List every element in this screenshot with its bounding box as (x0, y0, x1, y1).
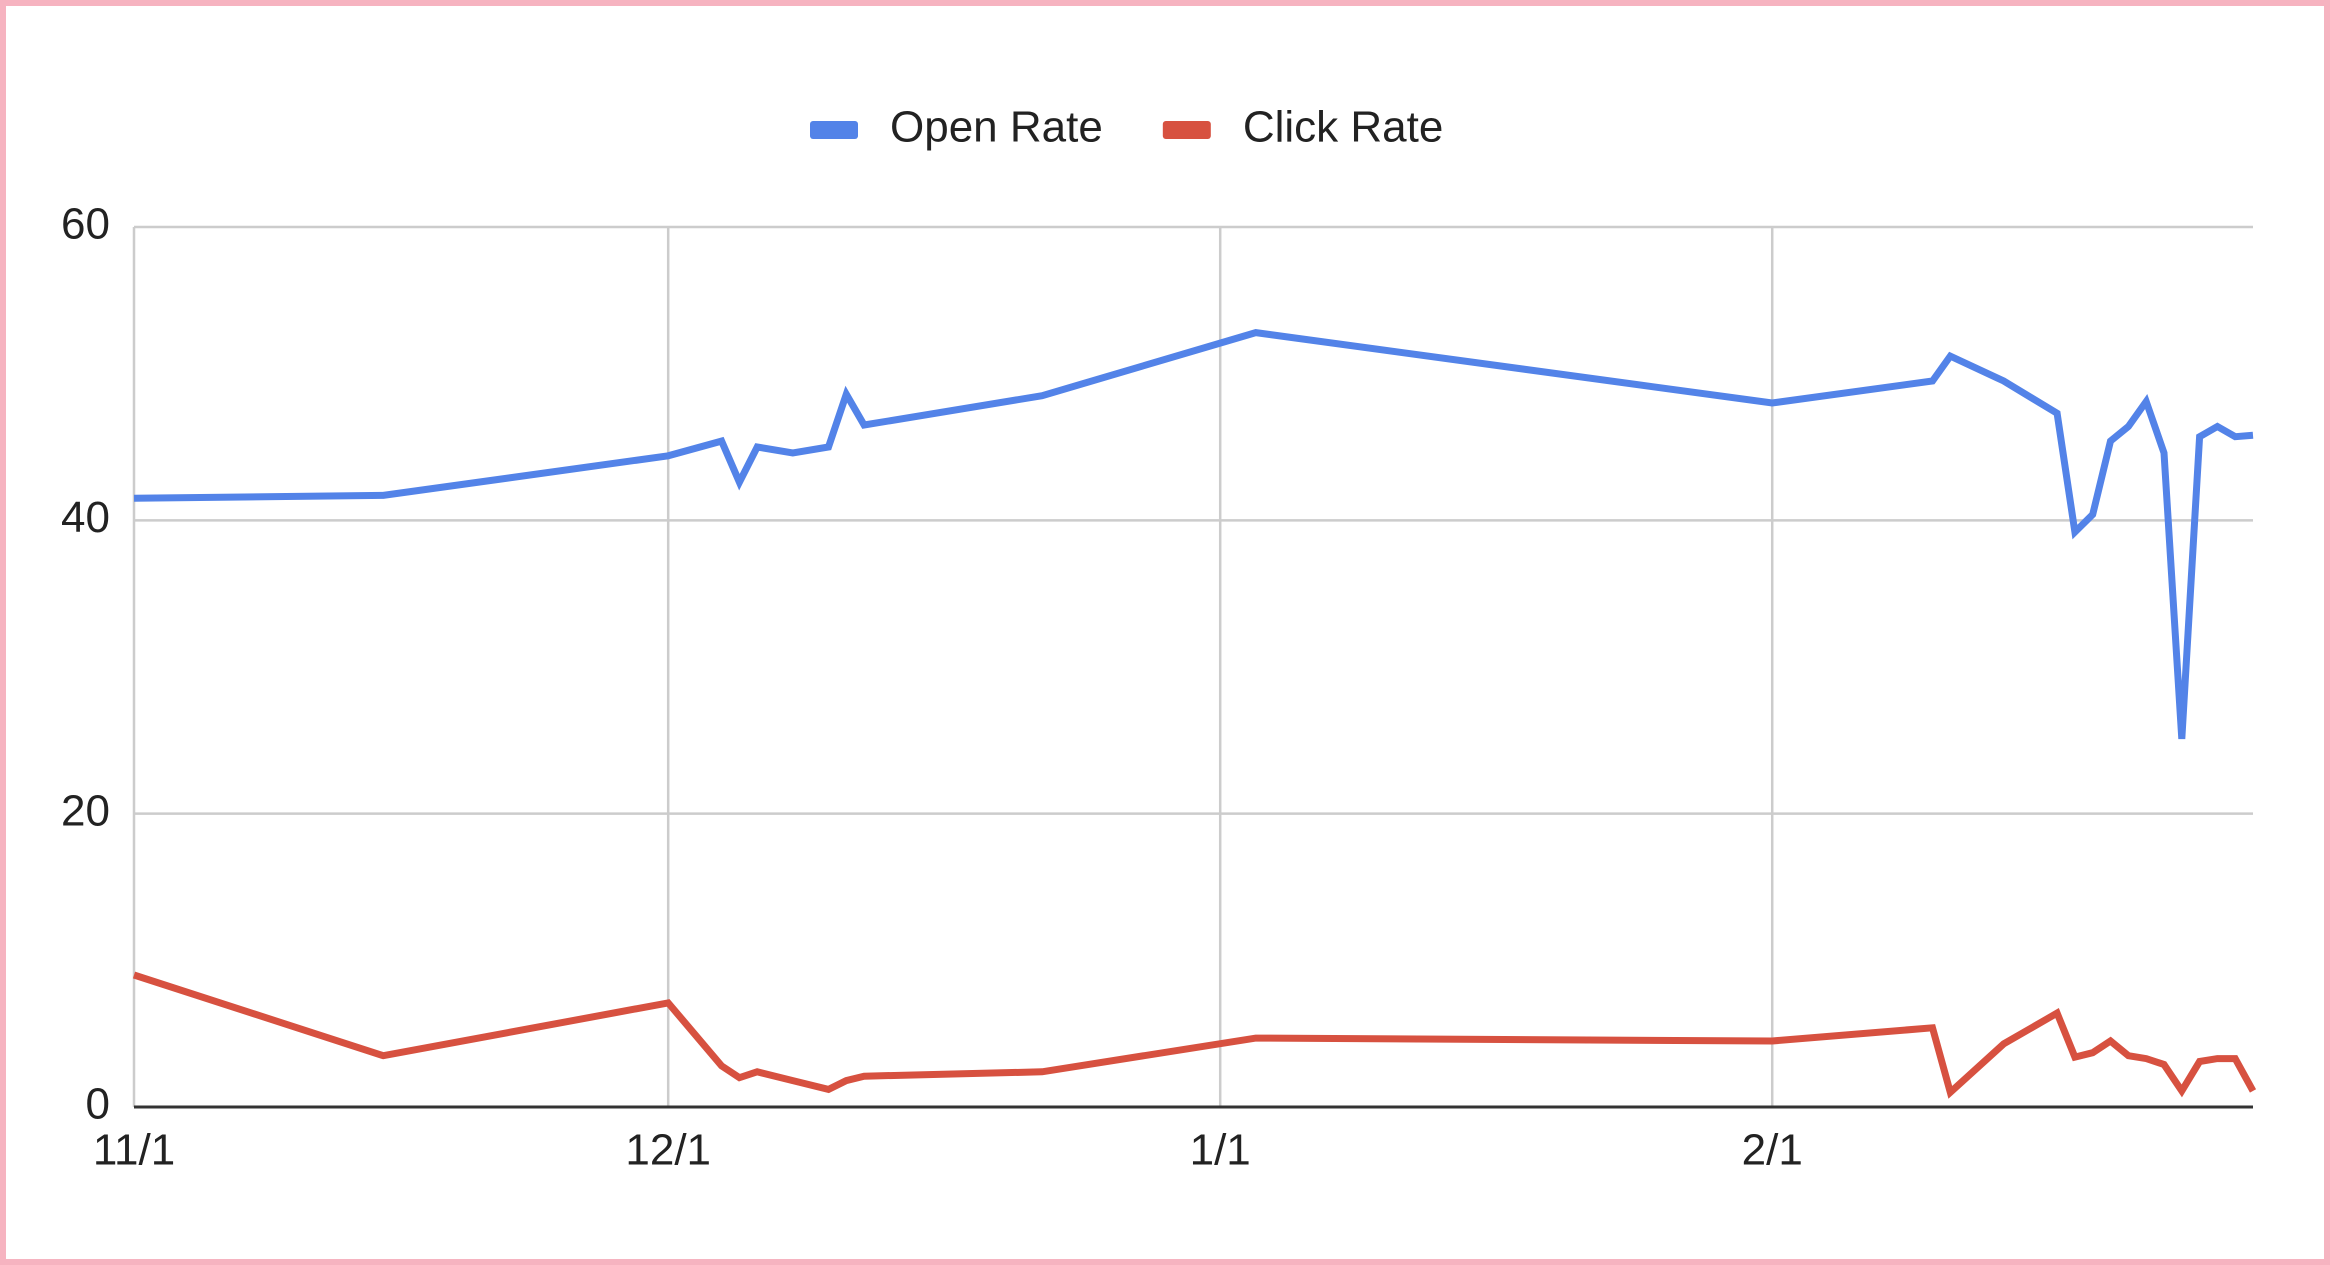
x-tick-label: 1/1 (1190, 1126, 1251, 1175)
x-tick-label: 11/1 (93, 1126, 175, 1175)
x-tick-label: 2/1 (1742, 1126, 1803, 1175)
y-tick-label: 0 (86, 1080, 110, 1129)
legend-swatch (810, 121, 858, 139)
y-tick-label: 60 (61, 200, 110, 249)
data-line (133, 329, 2254, 740)
data-line (132, 971, 2257, 1099)
legend-label: Click Rate (1243, 103, 1444, 152)
x-tick-label: 12/1 (625, 1126, 711, 1175)
y-tick-label: 20 (61, 786, 110, 835)
legend-swatch (1162, 121, 1211, 139)
legend-label: Open Rate (890, 103, 1103, 152)
y-tick-label: 40 (61, 493, 110, 542)
